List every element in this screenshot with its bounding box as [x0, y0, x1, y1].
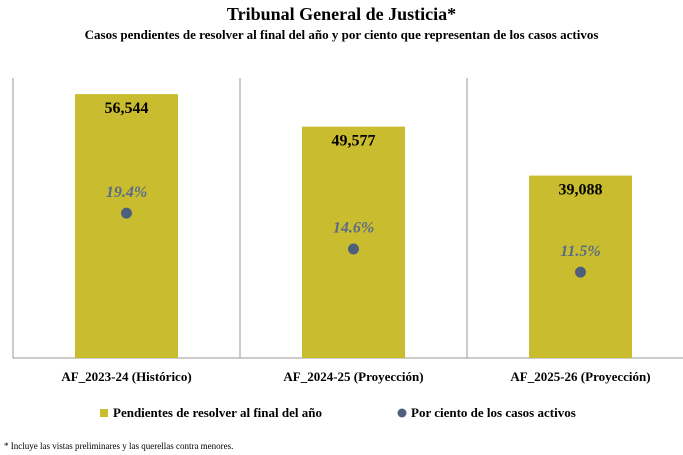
x-tick-label: AF_2025-26 (Proyección) [510, 369, 650, 384]
bar [75, 94, 178, 359]
x-tick-label: AF_2024-25 (Proyección) [283, 369, 423, 384]
data-label: 11.5% [560, 243, 600, 260]
data-label: 49,577 [332, 132, 376, 149]
bar [302, 126, 405, 359]
legend-label: Pendientes de resolver al final del año [113, 405, 322, 420]
footnote: * Incluye las vistas preliminares y las … [4, 441, 234, 451]
x-tick-label: AF_2023-24 (Histórico) [61, 369, 191, 384]
dot [121, 207, 132, 219]
chart-title: Tribunal General de Justicia* [226, 4, 457, 24]
data-label: 14.6% [333, 220, 374, 237]
dot [575, 266, 586, 278]
legend-marker [100, 409, 108, 417]
data-label: 19.4% [106, 184, 147, 201]
chart-subtitle: Casos pendientes de resolver al final de… [84, 27, 599, 42]
data-label: 56,544 [105, 100, 149, 117]
legend-marker [397, 408, 407, 418]
data-label: 39,088 [559, 181, 603, 198]
legend-label: Por ciento de los casos activos [411, 405, 576, 420]
dot [348, 243, 359, 255]
